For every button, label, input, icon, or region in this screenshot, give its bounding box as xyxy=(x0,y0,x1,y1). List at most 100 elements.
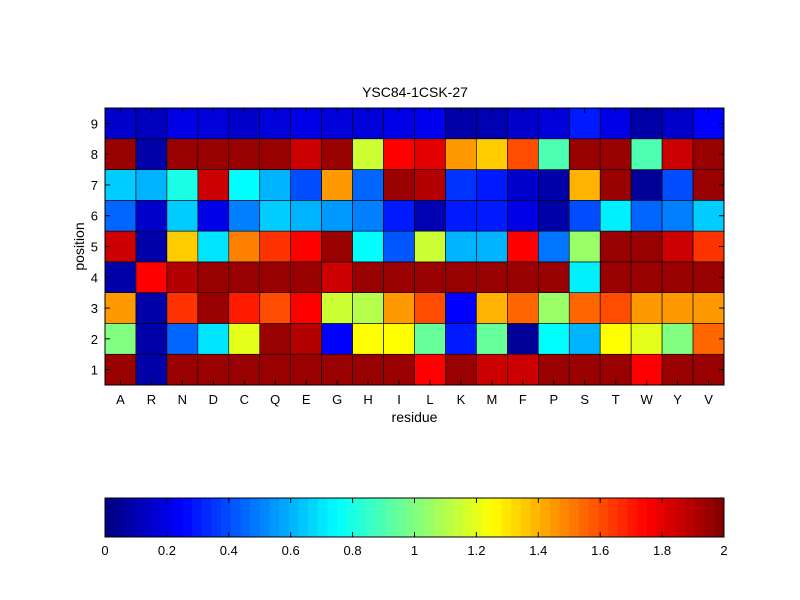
heatmap-cell-F-2 xyxy=(507,323,538,354)
heatmap-cell-T-3 xyxy=(600,293,631,324)
heatmap-cell-P-6 xyxy=(538,200,569,231)
x-tick-label-V: V xyxy=(704,392,713,407)
heatmap-cell-N-6 xyxy=(167,200,198,231)
heatmap-cell-F-4 xyxy=(507,262,538,293)
x-tick-label-F: F xyxy=(519,392,527,407)
colorbar-swatch xyxy=(656,498,666,537)
colorbar xyxy=(105,498,724,537)
heatmap-cell-M-8 xyxy=(476,139,507,170)
y-tick-label-3: 3 xyxy=(91,301,98,316)
heatmap-cell-Y-6 xyxy=(662,200,693,231)
colorbar-swatch xyxy=(434,498,444,537)
heatmap-cell-C-8 xyxy=(229,139,260,170)
y-tick-labels: 123456789 xyxy=(91,116,98,377)
heatmap-cell-Q-6 xyxy=(260,200,291,231)
heatmap-cell-S-2 xyxy=(569,323,600,354)
heatmap-cell-C-4 xyxy=(229,262,260,293)
colorbar-swatch xyxy=(608,498,618,537)
heatmap-cell-C-2 xyxy=(229,323,260,354)
x-tick-label-E: E xyxy=(302,392,311,407)
heatmap-cell-W-7 xyxy=(631,170,662,201)
heatmap-cell-R-3 xyxy=(136,293,167,324)
colorbar-swatch xyxy=(231,498,241,537)
heatmap-cell-P-4 xyxy=(538,262,569,293)
colorbar-swatch xyxy=(211,498,221,537)
heatmap-cell-C-6 xyxy=(229,200,260,231)
heatmap-cell-K-2 xyxy=(445,323,476,354)
colorbar-swatch xyxy=(337,498,347,537)
x-tick-label-S: S xyxy=(580,392,589,407)
colorbar-swatch xyxy=(618,498,628,537)
heatmap-cell-T-6 xyxy=(600,200,631,231)
y-tick-label-1: 1 xyxy=(91,363,98,378)
heatmap-cell-F-5 xyxy=(507,231,538,262)
colorbar-swatch xyxy=(424,498,434,537)
colorbar-swatch xyxy=(385,498,395,537)
colorbar-tick-label-0.8: 0.8 xyxy=(344,543,362,558)
heatmap-cell-M-7 xyxy=(476,170,507,201)
colorbar-swatch xyxy=(511,498,521,537)
colorbar-tick-label-0.2: 0.2 xyxy=(158,543,176,558)
colorbar-swatch xyxy=(444,498,454,537)
heatmap-cell-W-3 xyxy=(631,293,662,324)
chart-title: YSC84-1CSK-27 xyxy=(362,84,468,100)
heatmap-cell-I-7 xyxy=(384,170,415,201)
x-tick-label-D: D xyxy=(209,392,218,407)
heatmap-cell-Y-8 xyxy=(662,139,693,170)
heatmap-cell-K-5 xyxy=(445,231,476,262)
heatmap-cell-Q-5 xyxy=(260,231,291,262)
heatmap-cell-Q-2 xyxy=(260,323,291,354)
heatmap-cell-S-3 xyxy=(569,293,600,324)
colorbar-swatch xyxy=(105,498,115,537)
heatmap-cell-I-8 xyxy=(384,139,415,170)
heatmap-cell-E-4 xyxy=(291,262,322,293)
heatmap-cell-E-6 xyxy=(291,200,322,231)
heatmap-cell-Y-2 xyxy=(662,323,693,354)
heatmap-cell-G-7 xyxy=(322,170,353,201)
heatmap-cell-K-7 xyxy=(445,170,476,201)
colorbar-swatch xyxy=(473,498,483,537)
heatmap-cell-E-5 xyxy=(291,231,322,262)
heatmap-cell-D-3 xyxy=(198,293,229,324)
heatmap-cell-Q-8 xyxy=(260,139,291,170)
colorbar-swatch xyxy=(647,498,657,537)
colorbar-swatch xyxy=(347,498,357,537)
colorbar-swatch xyxy=(521,498,531,537)
colorbar-swatch xyxy=(298,498,308,537)
heatmap-cell-H-8 xyxy=(353,139,384,170)
heatmap-cell-I-6 xyxy=(384,200,415,231)
colorbar-swatch xyxy=(356,498,366,537)
heatmap-cell-D-2 xyxy=(198,323,229,354)
colorbar-swatch xyxy=(579,498,589,537)
colorbar-swatch xyxy=(482,498,492,537)
heatmap-cell-I-3 xyxy=(384,293,415,324)
heatmap-cell-R-4 xyxy=(136,262,167,293)
heatmap-cell-E-3 xyxy=(291,293,322,324)
colorbar-swatch xyxy=(260,498,270,537)
colorbar-tick-label-1.8: 1.8 xyxy=(653,543,671,558)
colorbar-swatch xyxy=(144,498,154,537)
heatmap-cell-H-2 xyxy=(353,323,384,354)
colorbar-swatch xyxy=(569,498,579,537)
heatmap-cell-M-5 xyxy=(476,231,507,262)
colorbar-swatch xyxy=(250,498,260,537)
heatmap-cell-L-7 xyxy=(415,170,446,201)
heatmap-cell-R-2 xyxy=(136,323,167,354)
colorbar-swatch xyxy=(502,498,512,537)
heatmap-cell-K-4 xyxy=(445,262,476,293)
heatmap-cell-W-6 xyxy=(631,200,662,231)
x-tick-label-T: T xyxy=(612,392,620,407)
heatmap-cell-Q-7 xyxy=(260,170,291,201)
heatmap-cell-F-3 xyxy=(507,293,538,324)
x-tick-label-Q: Q xyxy=(270,392,280,407)
heatmap-cell-K-6 xyxy=(445,200,476,231)
colorbar-swatch xyxy=(453,498,463,537)
colorbar-swatch xyxy=(153,498,163,537)
heatmap-cell-S-8 xyxy=(569,139,600,170)
heatmap-cell-E-8 xyxy=(291,139,322,170)
heatmap-cells xyxy=(105,108,724,385)
heatmap-cell-T-2 xyxy=(600,323,631,354)
colorbar-swatch xyxy=(221,498,231,537)
heatmap-cell-H-3 xyxy=(353,293,384,324)
